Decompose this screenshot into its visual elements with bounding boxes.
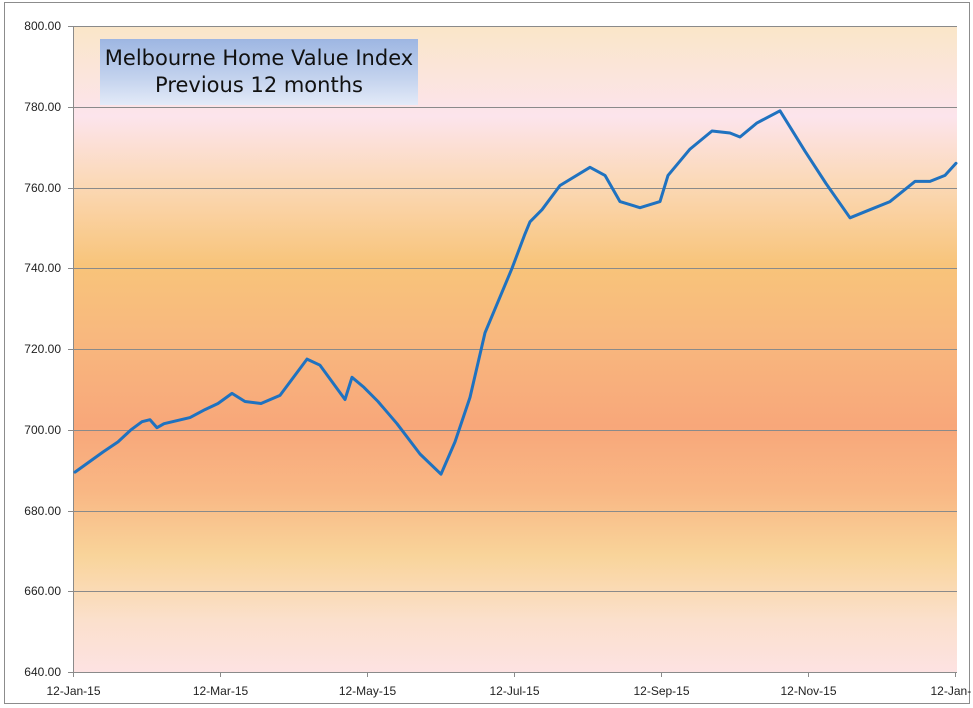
x-tick-label: 12-May-15 <box>338 684 397 698</box>
x-tick-label: 12-Jul-15 <box>489 684 540 698</box>
axes <box>68 26 957 677</box>
y-tick-label: 780.00 <box>24 99 61 114</box>
gridlines <box>73 26 957 592</box>
y-tick-label: 680.00 <box>24 503 61 518</box>
y-tick-label: 660.00 <box>24 583 61 598</box>
chart-title: Melbourne Home Value Index <box>104 46 414 70</box>
chart-subtitle: Previous 12 months <box>155 73 363 97</box>
y-tick-label: 640.00 <box>24 664 61 679</box>
y-tick-label: 720.00 <box>24 341 61 356</box>
index-line <box>73 109 958 476</box>
x-tick-label: 12-Nov-15 <box>780 684 837 698</box>
x-tick-label: 12-Mar-15 <box>192 684 249 698</box>
y-tick-label: 740.00 <box>24 260 61 275</box>
x-tick-label: 12-Jan-15 <box>46 684 101 698</box>
x-tick-label: 12-Jan- <box>930 684 972 698</box>
y-tick-label: 700.00 <box>24 422 61 437</box>
chart-title-box: Melbourne Home Value Index Previous 12 m… <box>100 39 418 105</box>
x-tick-label: 12-Sep-15 <box>633 684 690 698</box>
y-tick-label: 800.00 <box>24 18 61 33</box>
y-tick-label: 760.00 <box>24 180 61 195</box>
